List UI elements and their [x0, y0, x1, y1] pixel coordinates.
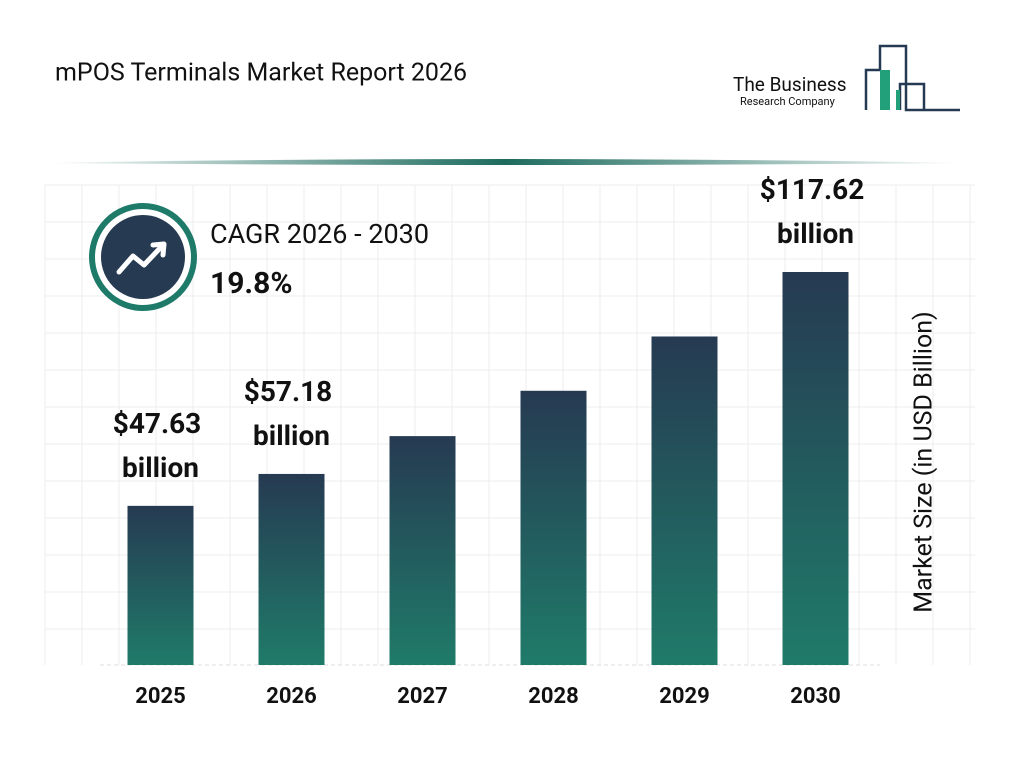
bar	[651, 336, 718, 665]
logo-line1: The Business	[733, 73, 847, 96]
x-tick-label: 2027	[397, 684, 448, 709]
value-label: $57.18 billion	[244, 375, 339, 452]
divider	[40, 159, 970, 165]
x-tick-label: 2026	[266, 684, 317, 709]
cagr-badge	[89, 203, 197, 311]
bar	[127, 505, 194, 665]
value-label: $117.62 billion	[760, 173, 871, 250]
bar	[258, 473, 325, 665]
logo: The Business Research Company	[733, 44, 960, 112]
cagr-label: CAGR 2026 - 2030	[210, 218, 429, 250]
bar	[782, 272, 849, 665]
chart-title: mPOS Terminals Market Report 2026	[55, 59, 467, 88]
y-axis-title: Market Size (in USD Billion)	[910, 311, 939, 613]
x-tick-label: 2028	[528, 684, 579, 709]
bar	[520, 390, 587, 665]
x-tick-label: 2029	[659, 684, 710, 709]
cagr-value: 19.8%	[210, 266, 293, 301]
logo-line2: Research Company	[740, 95, 836, 108]
x-tick-label: 2025	[135, 684, 186, 709]
x-tick-label: 2030	[790, 684, 841, 709]
bar	[389, 436, 456, 665]
value-label: $47.63 billion	[113, 407, 208, 484]
